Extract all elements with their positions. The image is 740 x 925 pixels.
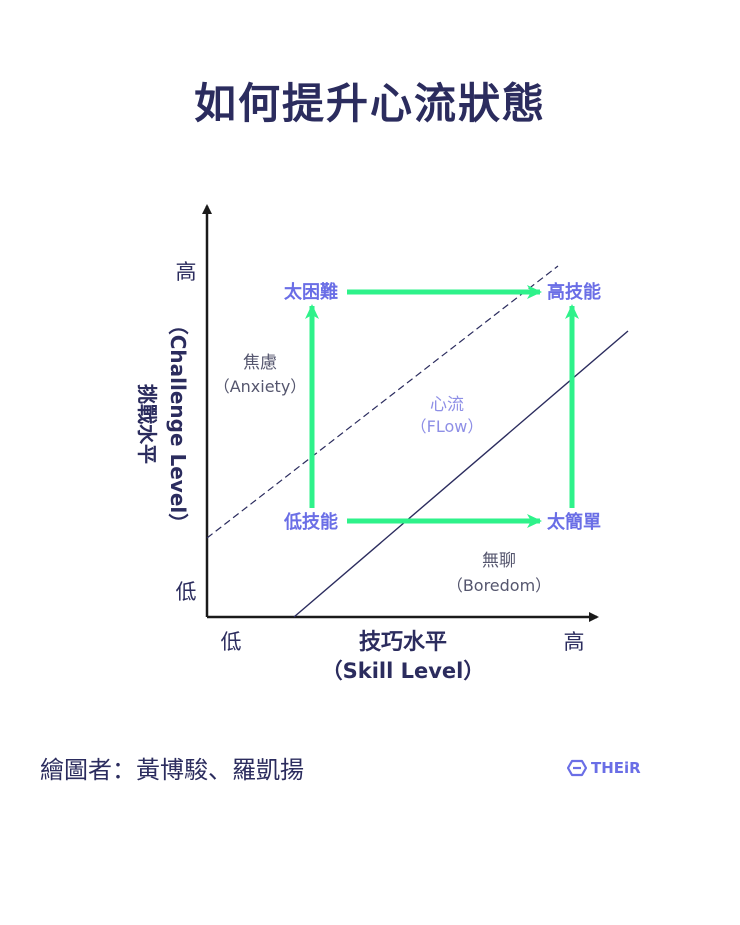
their-logo: THEiR	[567, 757, 641, 779]
y-axis-title-zh: 挑戰水平	[135, 384, 159, 464]
node-high-skill: 高技能	[547, 281, 601, 303]
x-axis-title-zh: 技巧水平	[359, 630, 447, 655]
boredom-boundary-line	[293, 330, 629, 618]
zone-boredom-en: （Boredom）	[447, 576, 551, 595]
y-axis-title-zh-group: 挑戰水平	[135, 384, 159, 464]
y-axis-high-label: 高	[176, 260, 197, 284]
y-axis-low-label: 低	[176, 580, 197, 604]
x-axis-high-label: 高	[564, 630, 585, 654]
node-too-hard: 太困難	[284, 281, 338, 303]
their-logo-text: THEiR	[591, 759, 641, 777]
x-axis-title-en: （Skill Level）	[322, 659, 485, 683]
page-title: 如何提升心流狀態	[193, 79, 546, 128]
illustrator-credit: 繪圖者：黃博駿、羅凱揚	[40, 756, 304, 784]
zone-boredom-zh: 無聊	[482, 551, 516, 571]
y-axis-title-en-group: （Challenge Level）	[166, 315, 190, 534]
their-logo-icon	[567, 759, 587, 777]
zone-anxiety-en: （Anxiety）	[214, 377, 307, 396]
zone-flow-en: （FLow）	[411, 417, 484, 436]
zone-anxiety-zh: 焦慮	[243, 353, 277, 373]
y-axis-title-en: （Challenge Level）	[166, 315, 190, 534]
zone-flow-zh: 心流	[430, 395, 464, 415]
node-too-easy: 太簡單	[547, 511, 601, 533]
x-axis-low-label: 低	[221, 630, 242, 654]
node-low-skill: 低技能	[283, 511, 338, 533]
anxiety-boundary-line	[206, 265, 559, 539]
